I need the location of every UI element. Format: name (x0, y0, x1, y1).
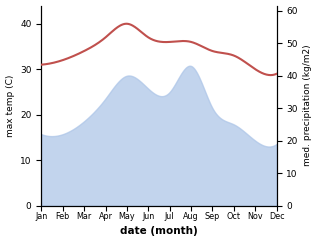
Y-axis label: med. precipitation (kg/m2): med. precipitation (kg/m2) (303, 45, 313, 166)
X-axis label: date (month): date (month) (120, 227, 198, 236)
Y-axis label: max temp (C): max temp (C) (5, 74, 15, 137)
